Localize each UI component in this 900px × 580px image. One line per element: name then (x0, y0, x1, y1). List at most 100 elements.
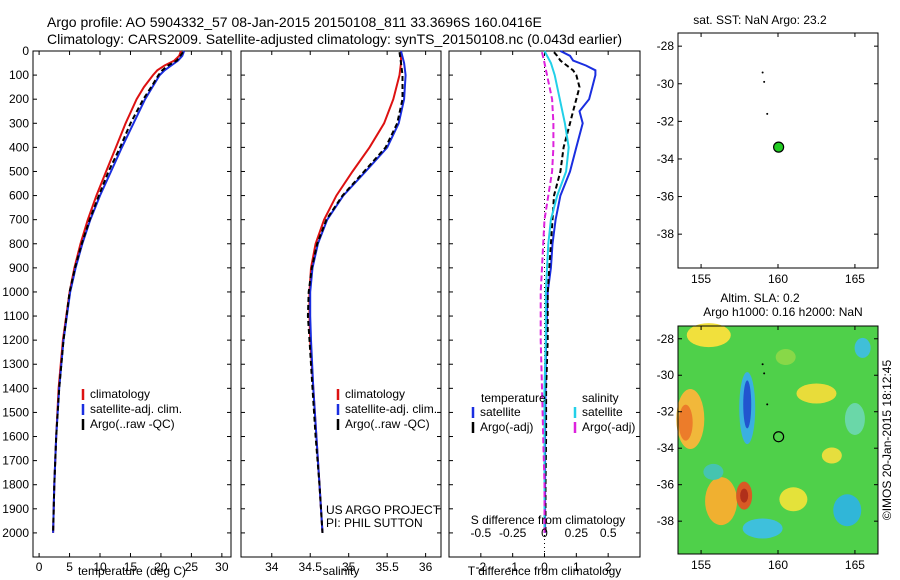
y-tick-label: 1200 (2, 333, 29, 347)
y-tick-label: 100 (9, 68, 29, 82)
x-tick-label: 2 (605, 560, 612, 574)
heatmap-cell (678, 404, 693, 441)
panel-frame-temperature (32, 50, 232, 558)
heatmap-cell (703, 463, 724, 480)
track-point (761, 363, 764, 366)
x-axis-label: T difference from climatology (468, 564, 622, 578)
series-line-temperature-3 (52, 51, 184, 533)
profile-location-marker (773, 431, 785, 443)
top-axis-tick-label: 0.5 (600, 526, 617, 540)
y-tick-label: 1000 (2, 285, 29, 299)
x-tick-label: 0 (541, 560, 548, 574)
heatmap-cell (740, 488, 749, 503)
x-tick-label: 5 (66, 560, 73, 574)
y-tick-label: 1700 (2, 454, 29, 468)
y-tick-label: -28 (657, 39, 675, 53)
legend-label: climatology (345, 387, 405, 401)
x-tick-label: 34 (265, 560, 279, 574)
x-tick-label: 165 (845, 272, 865, 286)
y-tick-label: 900 (9, 261, 29, 275)
y-tick-label: 400 (9, 140, 29, 154)
x-tick-label: 15 (124, 560, 138, 574)
heatmap-cell (779, 487, 808, 512)
y-tick-label: 1100 (3, 309, 29, 323)
x-tick-label: 25 (185, 560, 199, 574)
legend-label: Argo(-adj) (480, 420, 533, 434)
legend-label: Argo(-adj) (582, 420, 635, 434)
x-tick-label: 160 (768, 272, 788, 286)
track-point (761, 71, 764, 74)
profile-location-marker (773, 141, 785, 153)
y-tick-label: -36 (657, 190, 675, 204)
series-line-temperature-2 (52, 50, 186, 533)
legend-label: satellite-adj. clim. (90, 402, 182, 416)
y-tick-label: 200 (9, 92, 29, 106)
x-tick-label: 0 (36, 560, 43, 574)
y-tick-label: 2000 (2, 526, 29, 540)
y-tick-label: 800 (9, 237, 29, 251)
legend-label: satellite-adj. clim. (345, 402, 437, 416)
y-tick-label: 1800 (2, 478, 29, 492)
x-tick-label: 30 (215, 560, 229, 574)
heatmap-cell (775, 349, 796, 366)
x-tick-label: 10 (93, 560, 107, 574)
legend-label: climatology (90, 387, 150, 401)
copyright-credit: ©IMOS 20-Jan-2015 18:12:45 (880, 360, 894, 521)
x-tick-label: 160 (768, 558, 788, 572)
heatmap-cell (821, 447, 842, 464)
series-line-temperature-1 (52, 50, 182, 533)
legend-title: temperature (481, 391, 546, 405)
x-tick-label: 35.5 (375, 560, 399, 574)
y-tick-label: 500 (9, 164, 29, 178)
diff-series-line-2 (544, 51, 581, 533)
y-tick-label: -34 (657, 152, 675, 166)
y-tick-label: 1900 (2, 502, 29, 516)
y-tick-label: 0 (22, 44, 29, 58)
y-tick-label: 1400 (2, 381, 29, 395)
top-axis-tick-label: -0.5 (470, 526, 491, 540)
y-tick-label: 1500 (2, 405, 29, 419)
legend-label: Argo(..raw -QC) (345, 417, 430, 431)
x-tick-label: -2 (475, 560, 486, 574)
heatmap-cell (686, 323, 731, 348)
heatmap-cell (743, 380, 752, 429)
sla-map-title: Altim. SLA: 0.2 (720, 291, 800, 305)
x-tick-label: 35 (342, 560, 356, 574)
y-tick-label: -36 (657, 478, 675, 492)
legend-label: Argo(..raw -QC) (90, 417, 175, 431)
sla-heatmap-field (676, 323, 878, 554)
series-line-salinity-3 (306, 52, 404, 533)
top-axis-tick-label: 0.25 (565, 526, 589, 540)
top-axis-tick-label: 0 (541, 526, 548, 540)
sst-map-title: sat. SST: NaN Argo: 23.2 (693, 13, 827, 27)
heatmap-cell (854, 337, 871, 358)
x-tick-label: 155 (691, 558, 711, 572)
heatmap-cell (833, 494, 862, 527)
track-point (763, 372, 766, 375)
sla-map-subtitle: Argo h1000: 0.16 h2000: NaN (703, 305, 862, 319)
top-axis-label: S difference from climatology (471, 513, 626, 527)
y-tick-label: -38 (657, 227, 675, 241)
y-tick-label: -30 (657, 77, 675, 91)
heatmap-cell (705, 477, 738, 526)
top-axis-tick-label: -0.25 (499, 526, 527, 540)
track-point (766, 112, 769, 115)
legend-title: salinity (582, 391, 619, 405)
x-tick-label: 165 (845, 558, 865, 572)
x-tick-label: 155 (691, 272, 711, 286)
x-tick-label: 34.5 (299, 560, 323, 574)
legend-label: satellite (480, 405, 521, 419)
y-tick-label: -32 (657, 405, 675, 419)
diff-series-line-4 (539, 51, 555, 533)
series-line-salinity-1 (308, 51, 402, 533)
x-axis-label: salinity (323, 564, 360, 578)
x-tick-label: -1 (507, 560, 518, 574)
plot-title-line-1: Argo profile: AO 5904332_57 08-Jan-2015 … (47, 14, 542, 30)
plot-title-line-2: Climatology: CARS2009. Satellite-adjuste… (47, 31, 623, 47)
heatmap-cell (844, 403, 865, 436)
y-tick-label: -32 (657, 114, 675, 128)
panel-frame-salinity (240, 50, 442, 558)
y-tick-label: 700 (9, 213, 29, 227)
legend-label: satellite (582, 405, 623, 419)
